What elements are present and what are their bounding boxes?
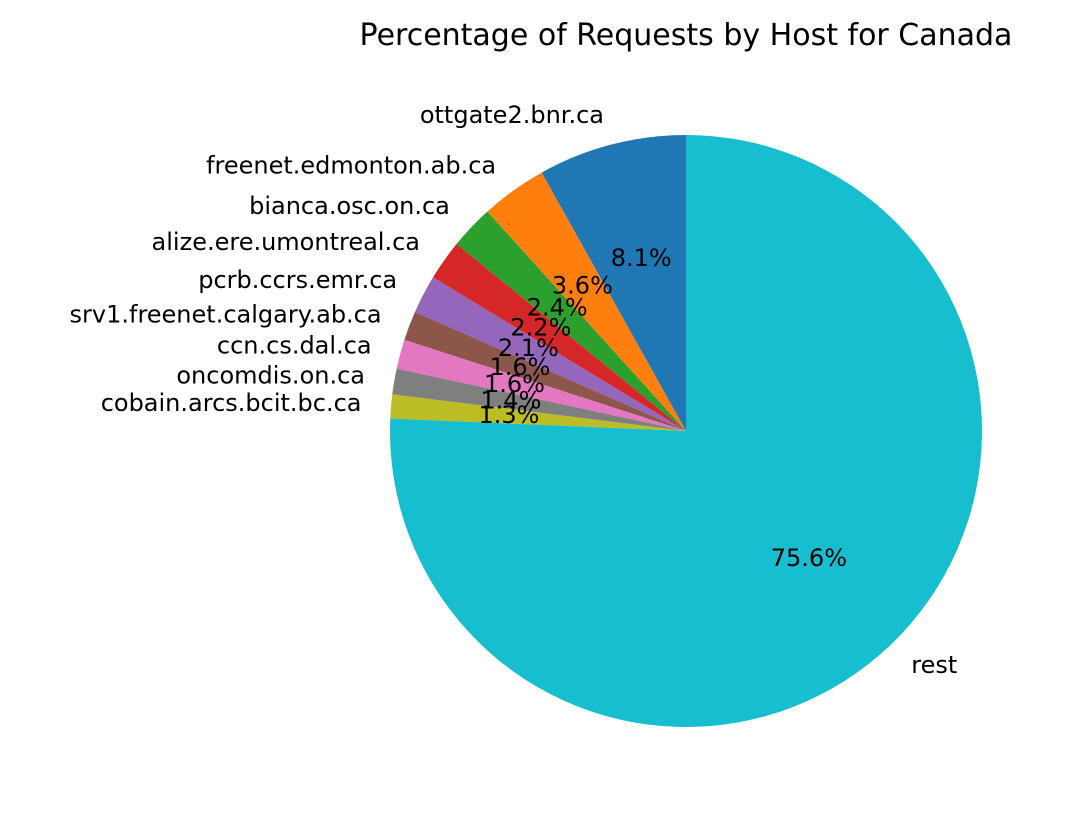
pie-slice-8 — [390, 394, 686, 431]
slice-label-3: alize.ere.umontreal.ca — [152, 228, 420, 256]
chart-title: Percentage of Requests by Host for Canad… — [360, 18, 1013, 53]
pie-slice-4 — [414, 277, 686, 431]
percent-label-2: 2.4% — [527, 294, 588, 322]
slice-label-0: ottgate2.bnr.ca — [420, 101, 604, 129]
pie-slice-5 — [404, 312, 686, 431]
pie-slices — [390, 135, 983, 727]
slice-label-9: rest — [911, 651, 957, 679]
percent-labels: 8.1%3.6%2.4%2.2%2.1%1.6%1.6%1.4%1.3%75.6… — [479, 244, 848, 572]
pie-slice-2 — [456, 211, 686, 431]
slice-label-6: ccn.cs.dal.ca — [217, 332, 372, 360]
pie-slice-7 — [392, 368, 686, 431]
pie-slice-0 — [541, 135, 686, 431]
percent-label-9: 75.6% — [771, 544, 847, 572]
slice-label-7: oncomdis.on.ca — [176, 362, 365, 390]
percent-label-4: 2.1% — [498, 334, 559, 362]
percent-label-6: 1.6% — [484, 370, 545, 398]
percent-label-3: 2.2% — [510, 314, 571, 342]
slice-label-1: freenet.edmonton.ab.ca — [206, 152, 496, 180]
slice-label-8: cobain.arcs.bcit.bc.ca — [101, 389, 362, 417]
slice-labels: ottgate2.bnr.ca freenet.edmonton.ab.ca bia… — [70, 101, 958, 679]
slice-label-2: bianca.osc.on.ca — [249, 192, 450, 220]
pie-slice-9 — [390, 135, 983, 727]
percent-label-1: 3.6% — [552, 272, 613, 300]
percent-label-5: 1.6% — [490, 353, 551, 381]
percent-label-7: 1.4% — [480, 386, 541, 414]
slice-label-4: pcrb.ccrs.emr.ca — [198, 266, 397, 294]
pie-slice-6 — [396, 339, 686, 431]
percent-label-0: 8.1% — [611, 244, 672, 272]
pie-slice-3 — [432, 243, 686, 431]
slice-label-5: srv1.freenet.calgary.ab.ca — [70, 300, 382, 328]
pie-slice-1 — [487, 172, 686, 431]
percent-label-8: 1.3% — [479, 401, 540, 429]
